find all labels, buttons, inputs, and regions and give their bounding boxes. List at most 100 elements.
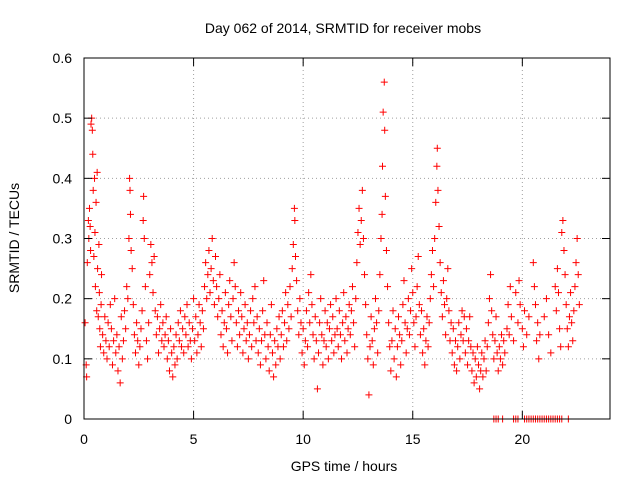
data-point (453, 367, 461, 375)
data-point (170, 343, 178, 351)
data-point (157, 301, 165, 309)
data-point (322, 343, 330, 351)
y-tick-labels: 0 0.1 0.2 0.3 0.4 0.5 0.6 (53, 50, 73, 427)
data-point (114, 367, 122, 375)
data-point (483, 343, 491, 351)
data-point (434, 186, 442, 194)
data-point (288, 265, 296, 273)
data-point (342, 313, 350, 321)
data-point (338, 355, 346, 363)
data-point (103, 355, 111, 363)
x-tick-label: 0 (80, 431, 88, 447)
data-point (432, 198, 440, 206)
data-point (192, 313, 200, 321)
chart-title: Day 062 of 2014, SRMTID for receiver mob… (205, 20, 481, 36)
data-point (248, 343, 256, 351)
data-point (414, 253, 422, 261)
data-point (559, 216, 567, 224)
data-point (250, 319, 258, 327)
data-point (133, 319, 141, 327)
data-point (93, 307, 101, 315)
data-point (96, 343, 104, 351)
data-point (195, 301, 203, 309)
data-point (184, 343, 192, 351)
data-point (357, 216, 365, 224)
data-point (297, 319, 305, 327)
data-point (125, 235, 133, 242)
data-point (395, 313, 403, 321)
data-point (315, 349, 323, 357)
data-point (204, 271, 212, 279)
data-point (420, 325, 428, 333)
data-point (298, 349, 306, 357)
data-point (301, 337, 309, 345)
data-point (208, 235, 216, 242)
data-point (307, 271, 315, 279)
data-point (411, 343, 419, 351)
data-point (318, 331, 326, 339)
data-point (95, 289, 103, 297)
data-point (139, 216, 147, 224)
data-point (433, 162, 441, 170)
data-point (183, 301, 191, 309)
data-point (379, 162, 387, 170)
data-point (473, 343, 481, 351)
data-point (572, 259, 580, 267)
data-point (557, 343, 565, 351)
data-point (346, 331, 354, 339)
data-point (472, 373, 480, 381)
data-point (386, 343, 394, 351)
data-point (251, 283, 259, 291)
data-point (471, 355, 479, 363)
x-axis-label: GPS time / hours (291, 458, 398, 474)
data-point (461, 349, 469, 357)
data-point (287, 313, 295, 321)
data-point (256, 361, 264, 369)
data-point (426, 295, 434, 303)
data-point (530, 283, 538, 291)
data-point (202, 259, 210, 267)
data-point (365, 391, 373, 399)
data-point (224, 349, 232, 357)
data-point (433, 144, 441, 152)
data-point (542, 295, 550, 303)
data-point (93, 168, 101, 176)
data-point (175, 337, 183, 345)
data-point (162, 313, 170, 321)
data-point (437, 289, 445, 297)
data-point (490, 355, 498, 363)
data-point (102, 337, 110, 345)
data-point (467, 343, 475, 351)
data-point (216, 271, 224, 279)
data-point (312, 337, 320, 345)
data-point (194, 331, 202, 339)
data-point (352, 295, 360, 303)
data-point (81, 319, 89, 327)
data-point (121, 307, 129, 315)
data-point (222, 325, 230, 333)
data-point (203, 295, 211, 303)
data-point (478, 349, 486, 357)
data-point (332, 295, 340, 303)
data-point (442, 331, 450, 339)
data-point (242, 337, 250, 345)
data-point (178, 343, 186, 351)
data-point (392, 373, 400, 381)
data-point (255, 325, 263, 333)
data-point (525, 313, 533, 321)
axis-ticks (83, 57, 610, 420)
data-point (294, 307, 302, 315)
data-point (506, 283, 514, 291)
data-point (152, 331, 160, 339)
data-point (501, 349, 509, 357)
data-point (499, 361, 507, 369)
data-point (341, 337, 349, 345)
data-point (570, 307, 578, 315)
data-point (536, 331, 544, 339)
data-point (575, 301, 583, 309)
data-point (299, 325, 307, 333)
data-point (225, 301, 233, 309)
data-point (295, 331, 303, 339)
x-tick-label: 15 (405, 431, 421, 447)
data-point (86, 222, 94, 230)
